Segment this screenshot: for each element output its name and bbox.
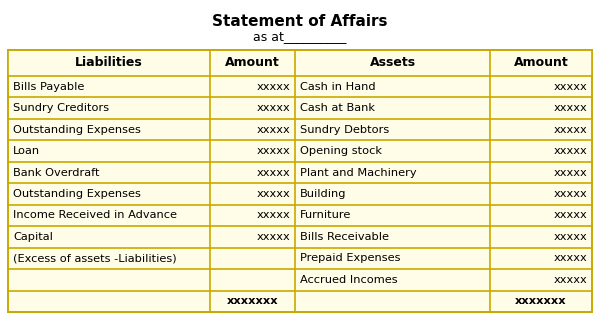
Text: (Excess of assets -Liabilities): (Excess of assets -Liabilities) <box>13 253 176 263</box>
Text: as at__________: as at__________ <box>253 30 347 43</box>
Text: Sundry Debtors: Sundry Debtors <box>300 124 389 135</box>
Text: xxxxx: xxxxx <box>553 253 587 263</box>
Text: xxxxx: xxxxx <box>553 189 587 199</box>
Text: Building: Building <box>300 189 347 199</box>
Text: Assets: Assets <box>370 57 416 69</box>
Text: xxxxx: xxxxx <box>256 232 290 242</box>
Text: Opening stock: Opening stock <box>300 146 382 156</box>
Text: Loan: Loan <box>13 146 40 156</box>
Text: Cash at Bank: Cash at Bank <box>300 103 375 113</box>
Text: Liabilities: Liabilities <box>75 57 143 69</box>
Text: xxxxx: xxxxx <box>256 103 290 113</box>
Text: Amount: Amount <box>514 57 568 69</box>
Text: Outstanding Expenses: Outstanding Expenses <box>13 124 141 135</box>
Text: xxxxx: xxxxx <box>256 82 290 92</box>
Text: Bills Payable: Bills Payable <box>13 82 85 92</box>
Text: xxxxx: xxxxx <box>256 124 290 135</box>
Text: xxxxx: xxxxx <box>553 168 587 178</box>
Text: Bank Overdraft: Bank Overdraft <box>13 168 100 178</box>
Text: Plant and Machinery: Plant and Machinery <box>300 168 416 178</box>
Bar <box>8 50 592 312</box>
Text: xxxxx: xxxxx <box>256 168 290 178</box>
Text: xxxxxxx: xxxxxxx <box>515 296 567 306</box>
Text: xxxxx: xxxxx <box>553 103 587 113</box>
Text: xxxxx: xxxxx <box>256 146 290 156</box>
Text: xxxxx: xxxxx <box>553 124 587 135</box>
Text: xxxxx: xxxxx <box>553 146 587 156</box>
Text: Capital: Capital <box>13 232 53 242</box>
Text: Accrued Incomes: Accrued Incomes <box>300 275 398 285</box>
Text: xxxxx: xxxxx <box>256 211 290 220</box>
Text: Amount: Amount <box>225 57 280 69</box>
Text: Sundry Creditors: Sundry Creditors <box>13 103 109 113</box>
Text: xxxxx: xxxxx <box>553 275 587 285</box>
Bar <box>8 50 592 76</box>
Text: Prepaid Expenses: Prepaid Expenses <box>300 253 401 263</box>
Text: Bills Receivable: Bills Receivable <box>300 232 389 242</box>
Text: Statement of Affairs: Statement of Affairs <box>212 14 388 29</box>
Text: Income Received in Advance: Income Received in Advance <box>13 211 177 220</box>
Text: xxxxx: xxxxx <box>553 82 587 92</box>
Text: xxxxx: xxxxx <box>553 211 587 220</box>
Text: Outstanding Expenses: Outstanding Expenses <box>13 189 141 199</box>
Text: xxxxxxx: xxxxxxx <box>227 296 278 306</box>
Text: Furniture: Furniture <box>300 211 352 220</box>
Text: xxxxx: xxxxx <box>553 232 587 242</box>
Text: xxxxx: xxxxx <box>256 189 290 199</box>
Text: Cash in Hand: Cash in Hand <box>300 82 376 92</box>
